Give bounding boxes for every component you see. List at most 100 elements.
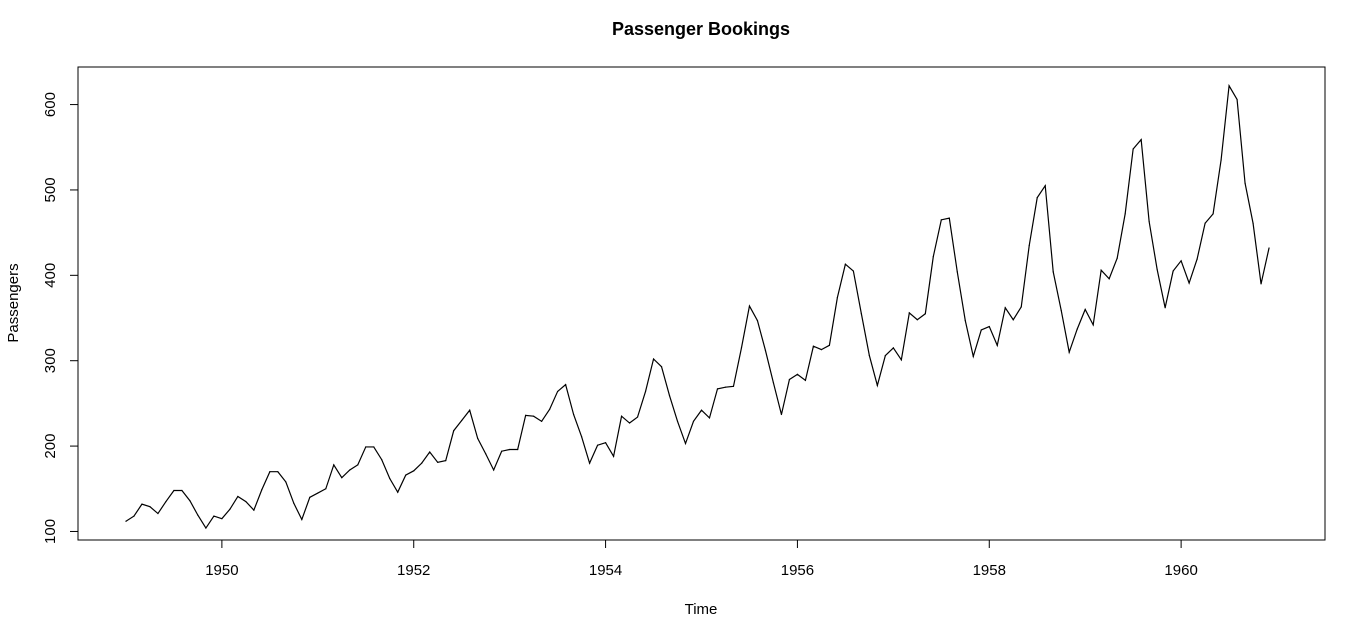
data-point bbox=[285, 481, 287, 483]
data-point bbox=[165, 500, 167, 503]
data-point bbox=[1172, 270, 1174, 272]
data-point bbox=[660, 366, 663, 368]
data-point bbox=[1244, 182, 1246, 184]
x-tick-label: 1958 bbox=[973, 562, 1006, 579]
data-point bbox=[604, 442, 607, 444]
data-point bbox=[1004, 307, 1006, 309]
data-point bbox=[988, 325, 990, 328]
data-point bbox=[453, 430, 455, 432]
data-point bbox=[397, 491, 399, 493]
data-point bbox=[533, 415, 535, 417]
y-tick-label: 400 bbox=[42, 263, 59, 288]
data-point bbox=[836, 296, 838, 299]
x-tick-label: 1952 bbox=[397, 562, 430, 579]
data-point bbox=[173, 489, 175, 492]
data-point bbox=[189, 500, 191, 502]
data-point bbox=[1012, 319, 1014, 321]
data-point bbox=[820, 349, 823, 351]
data-point bbox=[197, 514, 199, 516]
data-point bbox=[525, 414, 527, 416]
data-point bbox=[692, 420, 695, 422]
data-point bbox=[844, 263, 846, 265]
data-point bbox=[652, 358, 655, 360]
data-point bbox=[1196, 258, 1198, 260]
data-point bbox=[1204, 222, 1206, 224]
data-point bbox=[972, 355, 974, 358]
data-point bbox=[676, 420, 679, 422]
data-point bbox=[253, 509, 255, 511]
data-point bbox=[325, 488, 327, 490]
data-point bbox=[612, 455, 615, 457]
data-point bbox=[828, 344, 831, 346]
data-point bbox=[916, 319, 918, 321]
data-point bbox=[868, 354, 870, 357]
data-point bbox=[221, 518, 223, 520]
y-tick-label: 600 bbox=[42, 92, 59, 117]
data-point bbox=[445, 460, 447, 462]
data-point bbox=[477, 437, 479, 439]
data-point bbox=[740, 347, 743, 349]
x-tick-label: 1954 bbox=[589, 562, 622, 579]
data-point bbox=[668, 395, 671, 397]
data-point bbox=[1044, 185, 1046, 187]
x-axis: 1950 1952 1954 1956 1958 1960 bbox=[205, 539, 1198, 579]
data-point bbox=[429, 451, 431, 453]
y-tick-label: 200 bbox=[42, 434, 59, 459]
data-point bbox=[940, 219, 942, 221]
data-point bbox=[1220, 159, 1222, 161]
data-point bbox=[620, 415, 623, 417]
data-point bbox=[461, 419, 463, 422]
data-point bbox=[1052, 271, 1054, 273]
data-point bbox=[261, 489, 263, 491]
data-point bbox=[1084, 308, 1086, 311]
data-point bbox=[1140, 138, 1142, 141]
data-point bbox=[644, 390, 647, 393]
data-point bbox=[764, 349, 767, 352]
data-point bbox=[517, 448, 519, 451]
data-point bbox=[716, 388, 719, 390]
x-tick-label: 1956 bbox=[781, 562, 814, 579]
data-point bbox=[341, 477, 343, 479]
data-point bbox=[501, 450, 503, 452]
data-point bbox=[876, 384, 878, 387]
data-point bbox=[1148, 220, 1150, 223]
data-point bbox=[389, 477, 391, 480]
data-points bbox=[125, 85, 1270, 529]
data-point bbox=[141, 503, 143, 505]
data-point bbox=[245, 500, 247, 503]
data-point bbox=[573, 413, 575, 416]
data-point bbox=[469, 409, 471, 411]
data-point bbox=[980, 329, 982, 331]
data-point bbox=[780, 413, 783, 416]
data-point bbox=[1020, 306, 1022, 308]
y-axis-label: Passengers bbox=[5, 263, 22, 342]
data-point bbox=[1236, 98, 1238, 101]
data-point bbox=[908, 312, 910, 314]
data-point bbox=[125, 520, 127, 522]
data-point bbox=[357, 464, 359, 466]
data-point bbox=[541, 420, 543, 422]
data-point bbox=[700, 409, 703, 411]
data-point bbox=[1228, 85, 1230, 87]
data-point bbox=[1028, 244, 1030, 247]
data-point bbox=[549, 408, 551, 410]
data-point bbox=[181, 489, 183, 492]
data-point bbox=[996, 344, 998, 346]
data-point bbox=[509, 448, 511, 451]
data-point bbox=[596, 444, 599, 446]
data-point bbox=[796, 373, 799, 375]
data-point bbox=[213, 515, 215, 517]
data-point bbox=[756, 319, 759, 322]
data-point bbox=[1092, 324, 1094, 326]
data-point bbox=[636, 416, 639, 418]
data-point bbox=[157, 512, 159, 515]
data-point bbox=[485, 453, 487, 455]
data-point bbox=[237, 495, 239, 498]
data-point bbox=[437, 461, 439, 463]
x-tick-label: 1960 bbox=[1164, 562, 1197, 579]
y-axis: 100 200 300 400 500 600 bbox=[42, 92, 79, 544]
data-point bbox=[1268, 247, 1270, 249]
data-point bbox=[772, 382, 775, 384]
data-point bbox=[964, 319, 966, 322]
